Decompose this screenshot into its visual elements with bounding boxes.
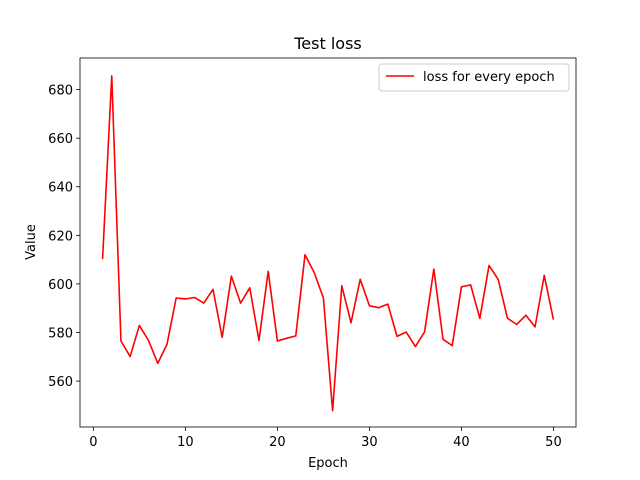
y-tick-label: 580 xyxy=(48,327,73,342)
y-tick-label: 560 xyxy=(48,375,73,390)
y-tick-label: 660 xyxy=(48,132,73,147)
x-tick-label: 20 xyxy=(269,435,286,450)
y-tick-label: 680 xyxy=(48,84,73,99)
series-line-0 xyxy=(101,75,555,412)
y-tick-label: 640 xyxy=(48,181,73,196)
x-tick-label: 50 xyxy=(545,435,562,450)
y-tick-label: 600 xyxy=(48,278,73,293)
x-tick-label: 10 xyxy=(177,435,194,450)
x-tick-label: 0 xyxy=(89,435,97,450)
legend-frame xyxy=(378,63,570,92)
legend: loss for every epoch xyxy=(378,63,570,92)
x-tick-label: 30 xyxy=(361,435,378,450)
y-axis-label: Value xyxy=(24,224,39,260)
plot-frame xyxy=(79,57,577,428)
legend-label: loss for every epoch xyxy=(423,70,555,85)
x-tick-label: 40 xyxy=(453,435,470,450)
plot-area: 0 10 20 30 40 50 560 580 600 620 640 660 680 xyxy=(48,57,577,450)
y-tick-label: 620 xyxy=(48,229,73,244)
x-axis-label: Epoch xyxy=(308,456,348,471)
chart-title: Test loss xyxy=(293,34,362,53)
